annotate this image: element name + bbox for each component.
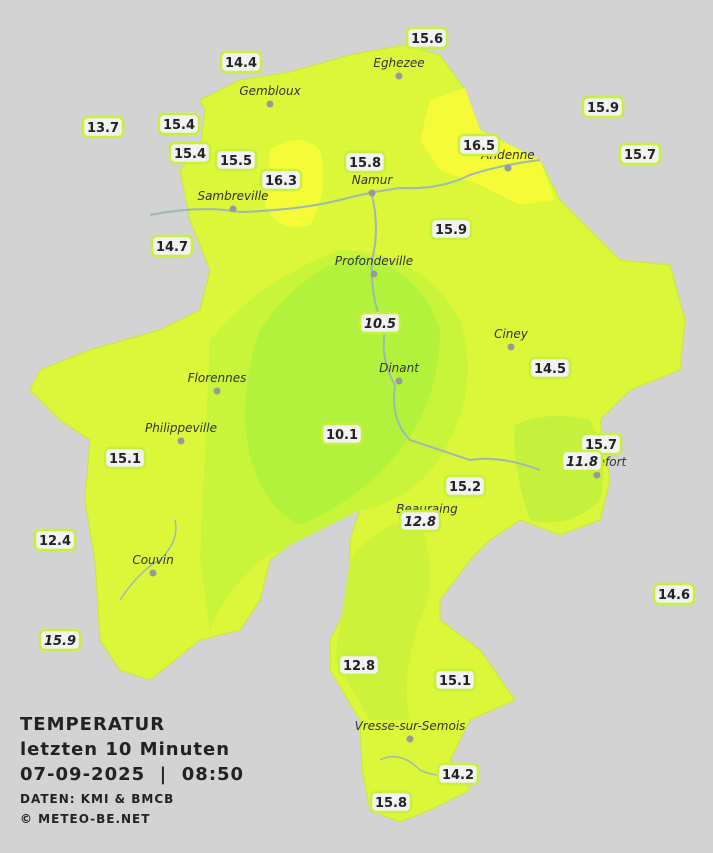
station-box [343, 150, 387, 174]
station-value: 14.4 [225, 56, 257, 71]
station-value: 15.5 [220, 154, 252, 169]
city-dot [266, 100, 274, 108]
copyright: © METEO-BE.NET [20, 812, 150, 826]
station-box [369, 790, 413, 814]
station-box [157, 112, 201, 136]
station-box [150, 234, 194, 258]
station-value: 12.4 [39, 534, 71, 549]
station-value: 15.8 [349, 156, 381, 171]
city-label: Vresse-sur-Semois [355, 719, 466, 733]
station-box [652, 582, 696, 606]
station-box [168, 141, 212, 165]
city-label: Florennes [188, 371, 247, 385]
station-value: 15.8 [375, 796, 407, 811]
station-value: 14.6 [658, 588, 690, 603]
river [119, 519, 177, 601]
station-value: 15.4 [174, 147, 206, 162]
station-box [560, 449, 604, 473]
datetime: 07-09-2025 | 08:50 [20, 764, 244, 785]
station-box [219, 50, 263, 74]
station-box [320, 422, 364, 446]
city-label: Dinant [379, 361, 420, 375]
station-value: 15.9 [435, 223, 467, 238]
station-value: 15.7 [585, 438, 617, 453]
station-box [528, 356, 572, 380]
subtitle: letzten 10 Minuten [20, 739, 230, 760]
station-box [398, 509, 442, 533]
city-dot [395, 377, 403, 385]
station-value: 12.8 [343, 659, 375, 674]
station-value: 14.5 [534, 362, 566, 377]
station-value: 10.5 [364, 317, 396, 332]
station-value: 14.7 [156, 240, 188, 255]
city-label: Philippeville [145, 421, 217, 435]
station-box [618, 142, 662, 166]
city-dot [507, 343, 515, 351]
station-value: 16.5 [463, 139, 495, 154]
station-value: 14.2 [442, 768, 474, 783]
station-value: 15.4 [163, 118, 195, 133]
city-dot [149, 569, 157, 577]
station-value: 15.2 [449, 480, 481, 495]
city-label: Namur [352, 173, 394, 187]
city-label: Sambreville [197, 189, 268, 203]
city-label: Ciney [494, 327, 529, 341]
station-value: 16.3 [265, 174, 297, 189]
station-box [214, 148, 258, 172]
station-value: 10.1 [326, 428, 358, 443]
station-box [405, 26, 449, 50]
city-dot [368, 189, 376, 197]
city-dot [177, 437, 185, 445]
station-value: 15.1 [439, 674, 471, 689]
station-box [358, 311, 402, 335]
station-box [457, 133, 501, 157]
station-value: 13.7 [87, 121, 119, 136]
city-label: Couvin [132, 553, 173, 567]
station-box [433, 668, 477, 692]
station-box [429, 217, 473, 241]
station-box [81, 115, 125, 139]
city-dot [593, 471, 601, 479]
station-box [443, 474, 487, 498]
city-label: Gembloux [239, 84, 301, 98]
city-label: Profondeville [335, 254, 413, 268]
station-box [337, 653, 381, 677]
city-dot [504, 164, 512, 172]
city-dot [395, 72, 403, 80]
station-box [103, 446, 147, 470]
station-box [38, 628, 82, 652]
station-value: 15.6 [411, 32, 443, 47]
station-value: 15.9 [587, 101, 619, 116]
river [149, 159, 541, 216]
city-dot [370, 270, 378, 278]
station-value: 15.9 [44, 634, 76, 649]
station-box [581, 95, 625, 119]
station-box [436, 762, 480, 786]
city-dot [229, 205, 237, 213]
station-value: 11.8 [566, 455, 598, 470]
station-value: 15.7 [624, 148, 656, 163]
city-label: Eghezee [373, 56, 424, 70]
city-dot [213, 387, 221, 395]
title: TEMPERATUR [20, 714, 165, 735]
city-dot [406, 735, 414, 743]
station-value: 12.8 [404, 515, 436, 530]
source: DATEN: KMI & BMCB [20, 792, 174, 806]
station-box [33, 528, 77, 552]
station-box [259, 168, 303, 192]
station-value: 15.1 [109, 452, 141, 467]
river [370, 194, 541, 471]
